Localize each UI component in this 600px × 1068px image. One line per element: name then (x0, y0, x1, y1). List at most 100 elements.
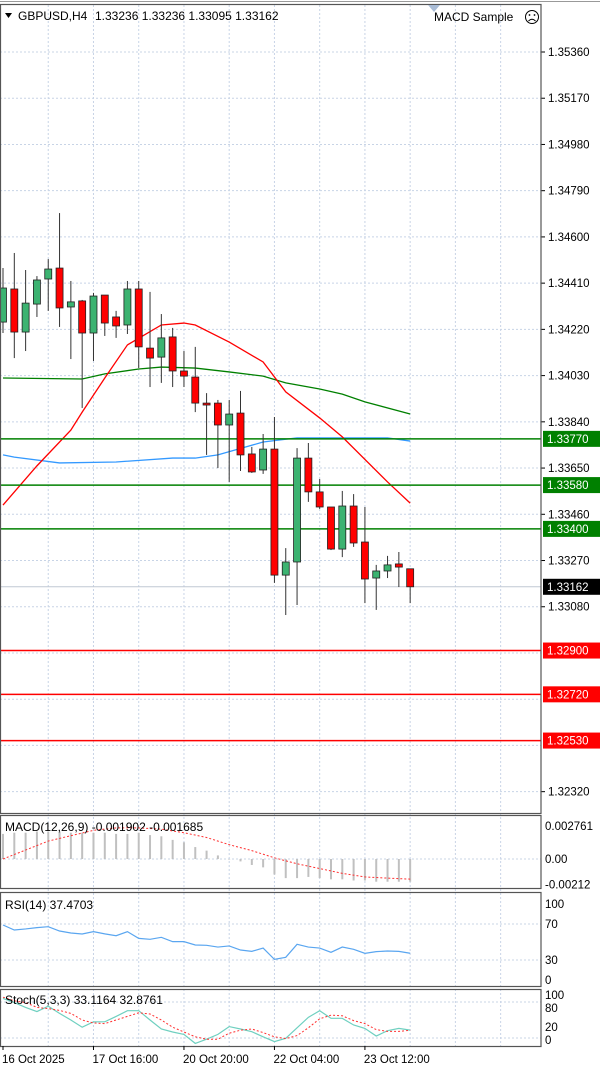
bullish-candle[interactable] (281, 548, 290, 616)
bearish-candle[interactable] (112, 310, 120, 338)
macd-histogram-bar (47, 831, 50, 859)
resistance_line-price-label: 1.32530 (547, 736, 589, 748)
candle-body (89, 295, 98, 334)
macd-axis-label: -0.00212 (545, 879, 590, 891)
bearish-candle[interactable] (349, 494, 358, 547)
labels: GBPUSD,H4 1.33236 1.33236 1.33095 1.3316… (5, 5, 539, 24)
moving-average-green-line (2, 366, 411, 415)
resistance_line-price-tag (543, 686, 600, 703)
macd-signal-line (2, 827, 411, 880)
bullish-candle[interactable] (383, 555, 392, 579)
bearish-candle[interactable] (361, 506, 369, 604)
candle-body (349, 505, 358, 544)
resistance_line-price-label: 1.32720 (547, 689, 589, 701)
bullish-candle[interactable] (372, 564, 381, 610)
stoch-title: Stoch(5,3,3) 33.1164 32.8761 (5, 993, 163, 1007)
stoch-axis-label: 100 (545, 990, 564, 1002)
macd-histogram-bar (126, 833, 129, 859)
bearish-candle[interactable] (202, 393, 211, 455)
candle-body (304, 457, 313, 493)
macd-histogram-bar (363, 859, 366, 881)
macd-histogram-bar (397, 859, 400, 882)
macd-histogram-bar (171, 839, 174, 859)
price-tick-label: 1.33460 (548, 509, 590, 521)
macd-title: MACD(12,26,9) -0.001902 -0.001685 (5, 820, 203, 834)
bullish-candle[interactable] (225, 399, 234, 482)
bearish-candle[interactable] (304, 442, 313, 502)
rsi-panel[interactable]: 100 70 30 0 RSI(14) 37.4703 (2, 898, 564, 987)
bearish-candle[interactable] (168, 327, 177, 388)
candle-body (66, 301, 75, 308)
candle-body (134, 288, 143, 348)
bearish-candle[interactable] (327, 506, 335, 551)
panel-frame (0, 891, 542, 988)
bearish-candle[interactable] (213, 399, 222, 469)
price-tick-label: 1.34790 (548, 186, 590, 198)
price-tick-label: 1.33270 (548, 556, 590, 568)
bullish-candle[interactable] (338, 490, 347, 558)
bearish-candle[interactable] (55, 213, 64, 327)
moving-average-blue-line (2, 437, 411, 464)
macd-axis-label: 0.00 (545, 854, 567, 866)
sad-face-icon[interactable] (525, 10, 539, 24)
candle-body (78, 300, 87, 334)
bearish-candle[interactable] (134, 280, 143, 369)
bullish-candle[interactable] (89, 292, 98, 362)
price-panel[interactable]: 1.35360 1.35170 1.34980 1.34790 1.34600 1.344… (0, 47, 600, 799)
bullish-candle[interactable] (66, 280, 75, 360)
shift-marker-icon[interactable] (428, 5, 440, 12)
candle-body (315, 491, 324, 508)
date-label: 20 Oct 20:00 (183, 1054, 249, 1066)
macd-histogram-bar (149, 835, 152, 859)
bullish-candle[interactable] (123, 280, 132, 334)
macd-histogram-bar (273, 859, 276, 875)
expert-label: MACD Sample (434, 10, 514, 24)
bearish-candle[interactable] (191, 346, 200, 413)
macd-panel[interactable]: 0.002761 0.00 -0.00212 MACD(12,26,9) -0.001… (2, 820, 593, 891)
bearish-candle[interactable] (146, 291, 154, 388)
macd-histogram-bar (375, 859, 378, 882)
candle-body (44, 268, 53, 280)
bearish-candle[interactable] (10, 252, 19, 359)
resistance_line-price-tag (543, 732, 600, 749)
bearish-candle[interactable] (180, 351, 188, 388)
price-tick-label: 1.33650 (548, 463, 590, 475)
bullish-candle[interactable] (21, 270, 30, 352)
macd-histogram-bar (13, 832, 16, 859)
macd-histogram-bar (160, 836, 163, 859)
bearish-candle[interactable] (247, 446, 256, 473)
support_line-price-label: 1.33400 (547, 524, 589, 536)
rsi-axis-label: 100 (545, 899, 564, 911)
bullish-candle[interactable] (259, 433, 268, 474)
candle-body (112, 316, 120, 327)
price-tick-label: 1.34980 (548, 139, 590, 151)
macd-histogram-bar (409, 859, 412, 882)
macd-histogram-bar (296, 859, 299, 879)
date-label: 17 Oct 16:00 (92, 1054, 158, 1066)
ohlc-label: 1.33236 1.33236 1.33095 1.33162 (95, 9, 279, 23)
bearish-candle[interactable] (78, 299, 87, 408)
macd-histogram-bar (386, 859, 389, 882)
stoch-axis-label: 20 (545, 1022, 558, 1034)
bullish-candle[interactable] (33, 276, 41, 317)
macd-histogram-bar (58, 831, 61, 859)
bearish-candle[interactable] (236, 390, 245, 471)
macd-histogram-bar (250, 859, 253, 865)
date-label: 23 Oct 12:00 (364, 1054, 430, 1066)
candle-body (180, 370, 188, 377)
triangle-down-icon[interactable] (5, 13, 12, 18)
candle-body (100, 294, 109, 324)
bullish-candle[interactable] (157, 314, 166, 383)
bullish-candle[interactable] (0, 268, 7, 334)
candle-body (10, 288, 19, 333)
bearish-candle[interactable] (406, 568, 415, 604)
bearish-candle[interactable] (270, 416, 279, 583)
bearish-candle[interactable] (394, 552, 403, 588)
bullish-candle[interactable] (44, 259, 53, 311)
bearish-candle[interactable] (315, 479, 324, 509)
bullish-candle[interactable] (293, 448, 301, 606)
bearish-candle[interactable] (100, 294, 109, 336)
